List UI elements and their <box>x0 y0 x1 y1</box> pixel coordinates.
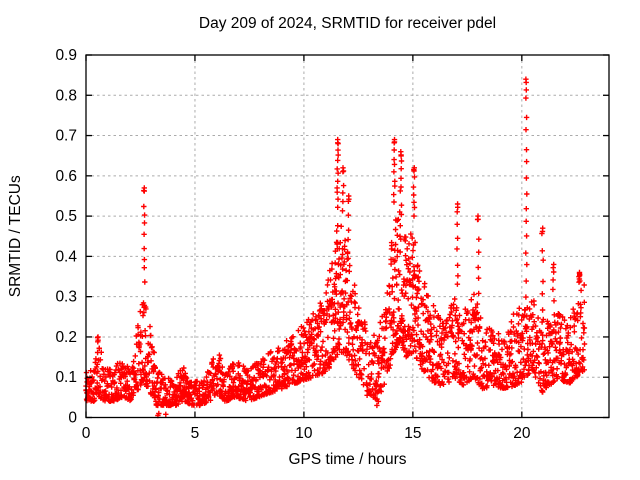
axis-ticks <box>85 54 609 419</box>
svg-text:0.1: 0.1 <box>55 369 77 386</box>
svg-text:0.2: 0.2 <box>55 329 77 346</box>
chart-title: Day 209 of 2024, SRMTID for receiver pde… <box>199 15 496 32</box>
svg-text:0.4: 0.4 <box>55 248 77 265</box>
x-axis-label: GPS time / hours <box>288 451 406 468</box>
svg-text:0.6: 0.6 <box>55 168 77 185</box>
svg-text:0.3: 0.3 <box>55 289 77 306</box>
x-tick-labels: 0 5 10 15 20 <box>82 425 531 442</box>
svg-text:0.8: 0.8 <box>55 87 77 104</box>
svg-text:0.9: 0.9 <box>55 47 77 64</box>
y-axis-label: SRMTID / TECUs <box>7 175 24 297</box>
svg-text:5: 5 <box>191 425 200 442</box>
plot-border <box>85 54 610 419</box>
y-tick-labels: 0 0.1 0.2 0.3 0.4 0.5 0.6 0.7 0.8 0.9 <box>55 47 77 427</box>
svg-text:0: 0 <box>82 425 91 442</box>
svg-text:0.7: 0.7 <box>55 128 77 145</box>
svg-text:0: 0 <box>68 410 77 427</box>
svg-text:0.5: 0.5 <box>55 208 77 225</box>
svg-text:15: 15 <box>404 425 421 442</box>
svg-text:10: 10 <box>295 425 313 442</box>
data-points <box>83 76 588 419</box>
svg-text:20: 20 <box>513 425 531 442</box>
